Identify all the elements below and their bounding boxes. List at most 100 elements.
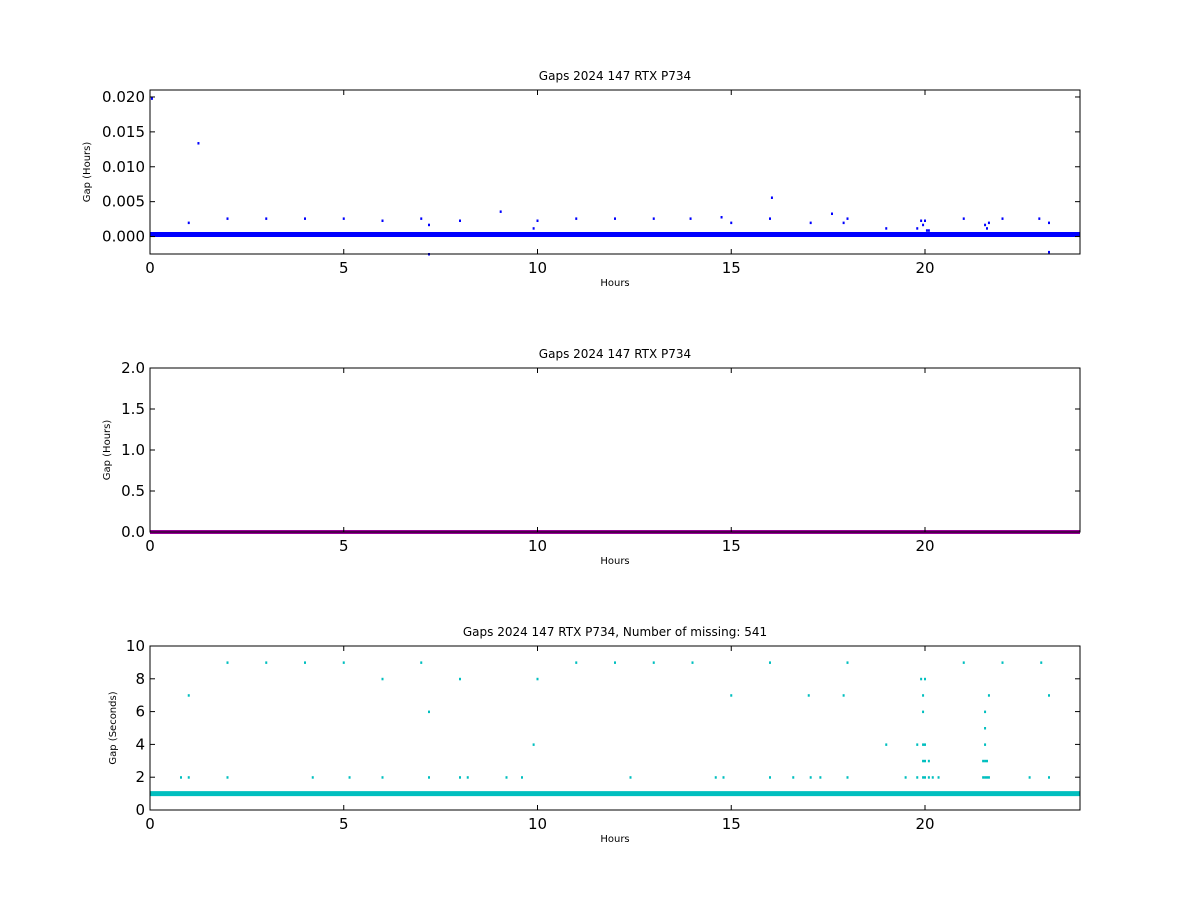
data-point — [714, 776, 717, 779]
y-tick-label: 0.5 — [121, 482, 145, 500]
data-point — [730, 221, 733, 225]
data-point — [575, 217, 578, 220]
data-point — [536, 219, 539, 223]
data-point — [986, 759, 988, 763]
panel-3-ticks: 0 5 10 15 20 0 2 4 6 8 10 — [126, 637, 1080, 833]
y-tick-label: 4 — [135, 735, 145, 753]
data-point — [265, 661, 268, 664]
data-point — [381, 219, 384, 223]
x-tick-label: 15 — [722, 815, 741, 833]
x-tick-label: 5 — [339, 537, 349, 555]
data-point — [927, 759, 930, 763]
y-tick-label: 6 — [135, 703, 145, 721]
panel-1-xlabel: Hours — [600, 278, 629, 289]
panel-1-axes-frame — [149, 89, 1081, 255]
data-point — [1048, 221, 1050, 225]
x-tick-label: 10 — [528, 815, 547, 833]
data-point — [689, 217, 692, 220]
data-point — [614, 661, 616, 664]
x-tick-label: 10 — [528, 537, 547, 555]
data-point — [304, 661, 306, 664]
data-point — [927, 229, 930, 232]
data-point — [792, 776, 795, 779]
panel-1-title: Gaps 2024 147 RTX P734 — [539, 69, 691, 83]
data-point — [984, 759, 987, 763]
panel-3: Gaps 2024 147 RTX P734, Number of missin… — [108, 625, 1081, 845]
data-point — [842, 694, 845, 697]
data-point — [652, 661, 655, 664]
data-point — [885, 227, 888, 230]
data-point — [920, 677, 923, 681]
data-point — [846, 661, 849, 664]
data-point — [982, 759, 985, 763]
data-point — [180, 776, 182, 779]
y-tick-label: 0.015 — [102, 123, 145, 141]
data-point — [984, 776, 987, 779]
data-point — [575, 661, 578, 664]
data-point — [342, 661, 345, 664]
data-point — [916, 227, 919, 230]
data-point — [342, 217, 345, 220]
data-point — [505, 776, 508, 779]
data-point — [536, 677, 539, 681]
y-tick-label: 0.0 — [121, 523, 145, 541]
panel-3-marks — [150, 661, 1080, 797]
data-point — [459, 219, 461, 223]
data-point — [769, 776, 771, 779]
data-point — [987, 694, 990, 697]
data-point — [984, 727, 987, 730]
x-tick-label: 15 — [722, 537, 741, 555]
data-point — [1048, 694, 1050, 697]
data-point — [904, 776, 907, 779]
panel-1: Gaps 2024 147 RTX P734 0 5 10 15 20 0.000 0.00… — [82, 69, 1081, 289]
data-point — [809, 776, 812, 779]
y-tick-label: 10 — [126, 637, 145, 655]
data-point — [1028, 776, 1031, 779]
data-point — [348, 776, 351, 779]
data-point — [922, 710, 925, 714]
data-point — [187, 776, 190, 779]
data-point — [614, 217, 616, 220]
panel-3-xlabel: Hours — [600, 834, 629, 845]
panel-2: Gaps 2024 147 RTX P734 0 5 10 15 20 0.0 0.5 1.0… — [102, 347, 1081, 567]
data-point — [1040, 661, 1043, 664]
y-tick-label: 2 — [135, 768, 145, 786]
data-point — [984, 710, 987, 714]
x-tick-label: 0 — [145, 815, 155, 833]
data-point — [381, 677, 384, 681]
x-tick-label: 0 — [145, 259, 155, 277]
data-point — [922, 223, 925, 227]
data-point — [924, 219, 926, 223]
data-point — [652, 217, 655, 220]
data-point — [187, 694, 190, 697]
data-point — [722, 776, 725, 779]
data-point — [916, 743, 919, 746]
data-point — [720, 216, 723, 219]
data-point — [1048, 776, 1050, 779]
data-point — [927, 776, 930, 779]
data-point — [962, 217, 965, 220]
data-point — [885, 743, 888, 746]
data-point — [466, 776, 469, 779]
data-point — [986, 776, 988, 779]
y-tick-label: 0.005 — [102, 193, 145, 211]
y-tick-label: 0 — [135, 801, 145, 819]
y-tick-label: 2.0 — [121, 359, 145, 377]
data-point — [691, 661, 694, 664]
data-point — [925, 229, 928, 232]
data-point — [1038, 217, 1041, 220]
data-point — [986, 227, 988, 230]
data-point — [428, 776, 430, 779]
y-tick-label: 8 — [135, 670, 145, 688]
y-tick-label: 0.010 — [102, 158, 145, 176]
data-point — [924, 759, 926, 763]
data-point — [807, 694, 810, 697]
data-point — [920, 219, 923, 223]
data-point — [846, 776, 849, 779]
data-point — [420, 661, 423, 664]
data-point — [770, 196, 773, 199]
data-point — [984, 223, 987, 227]
data-point — [984, 743, 987, 746]
data-point — [922, 759, 925, 763]
panel-1-marks — [150, 97, 1080, 256]
